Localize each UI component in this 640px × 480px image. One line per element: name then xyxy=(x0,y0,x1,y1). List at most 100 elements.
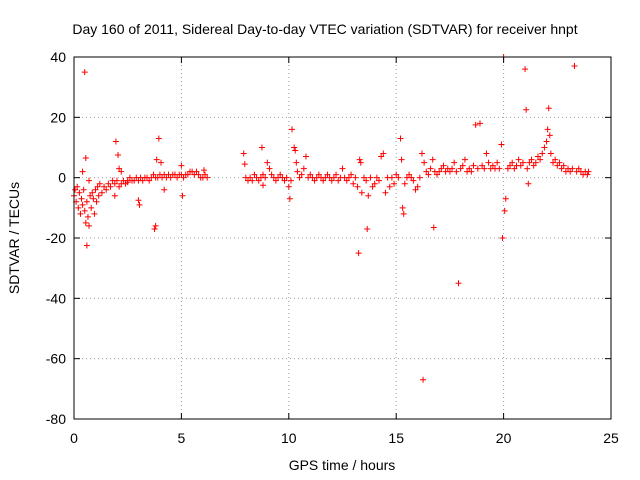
data-point xyxy=(255,177,262,184)
data-point xyxy=(427,165,434,172)
data-point xyxy=(453,168,460,175)
data-point xyxy=(357,159,364,166)
data-point xyxy=(241,161,248,168)
data-point xyxy=(376,177,383,184)
data-point xyxy=(152,222,159,229)
data-point xyxy=(558,165,565,172)
data-point xyxy=(364,225,371,232)
data-point xyxy=(78,195,85,202)
data-point xyxy=(320,177,327,184)
data-point xyxy=(260,182,267,189)
data-point xyxy=(410,177,417,184)
data-point xyxy=(82,155,89,162)
data-point xyxy=(567,168,574,175)
data-point xyxy=(393,171,400,178)
data-point xyxy=(174,174,181,181)
y-tick-label: -80 xyxy=(46,411,66,427)
data-point xyxy=(146,177,153,184)
data-point xyxy=(485,159,492,166)
data-point xyxy=(470,162,477,169)
data-point xyxy=(135,197,142,204)
data-point xyxy=(74,183,81,190)
data-point xyxy=(438,165,445,172)
data-point xyxy=(449,165,456,172)
data-point xyxy=(496,165,503,172)
x-tick-label: 20 xyxy=(496,430,512,446)
data-point xyxy=(195,171,202,178)
data-point xyxy=(511,165,518,172)
data-point xyxy=(412,186,419,193)
data-point xyxy=(80,186,87,193)
data-point xyxy=(472,121,479,128)
data-point xyxy=(103,186,110,193)
data-point xyxy=(440,162,447,169)
data-point xyxy=(446,168,453,175)
data-point xyxy=(498,141,505,148)
data-point xyxy=(474,165,481,172)
data-point xyxy=(476,120,483,127)
data-point xyxy=(399,204,406,211)
data-point xyxy=(380,150,387,157)
data-point xyxy=(530,162,537,169)
y-tick-label: -60 xyxy=(46,351,66,367)
data-point xyxy=(436,168,443,175)
data-point xyxy=(260,171,267,178)
grid xyxy=(74,57,611,419)
data-point xyxy=(398,156,405,163)
data-points xyxy=(71,54,592,383)
data-point xyxy=(118,168,125,175)
x-tick-label: 10 xyxy=(281,430,297,446)
x-axis-label: GPS time / hours xyxy=(289,457,396,473)
data-point xyxy=(457,165,464,172)
data-point xyxy=(554,162,561,169)
data-point xyxy=(515,156,522,163)
data-point xyxy=(139,177,146,184)
data-point xyxy=(262,174,269,181)
data-point xyxy=(369,183,376,190)
data-point xyxy=(499,235,506,241)
data-point xyxy=(296,174,303,181)
y-tick-label: 0 xyxy=(58,170,66,186)
data-point xyxy=(111,180,118,187)
data-point xyxy=(124,179,131,186)
data-point xyxy=(423,168,430,175)
data-point xyxy=(507,162,514,169)
data-point xyxy=(401,180,408,187)
data-point xyxy=(95,192,102,199)
data-point xyxy=(459,162,466,169)
data-point xyxy=(541,144,548,151)
data-point xyxy=(92,186,99,193)
data-point xyxy=(584,171,591,178)
x-tick-label: 5 xyxy=(178,430,186,446)
data-point xyxy=(83,242,90,249)
data-point xyxy=(451,159,458,166)
data-point xyxy=(418,150,425,157)
data-point xyxy=(388,174,395,181)
data-point xyxy=(291,144,298,151)
data-point xyxy=(543,138,550,145)
data-point xyxy=(479,162,486,169)
data-point xyxy=(355,250,362,257)
data-point xyxy=(76,189,83,196)
data-point xyxy=(333,171,340,178)
data-point xyxy=(91,210,98,217)
data-point xyxy=(408,174,415,181)
data-point xyxy=(546,132,553,139)
data-point xyxy=(157,159,164,166)
data-point xyxy=(298,171,305,178)
y-tick-label: 20 xyxy=(50,109,66,125)
data-point xyxy=(391,180,398,187)
data-point xyxy=(155,135,162,142)
data-point xyxy=(358,189,365,196)
data-point xyxy=(406,171,413,178)
data-point xyxy=(416,174,423,181)
data-point xyxy=(315,171,322,178)
data-point xyxy=(86,177,93,184)
data-point xyxy=(571,63,578,70)
x-tick-label: 15 xyxy=(388,430,404,446)
data-point xyxy=(524,165,531,172)
data-point xyxy=(84,213,91,220)
data-point xyxy=(455,280,462,287)
data-point xyxy=(161,186,168,193)
